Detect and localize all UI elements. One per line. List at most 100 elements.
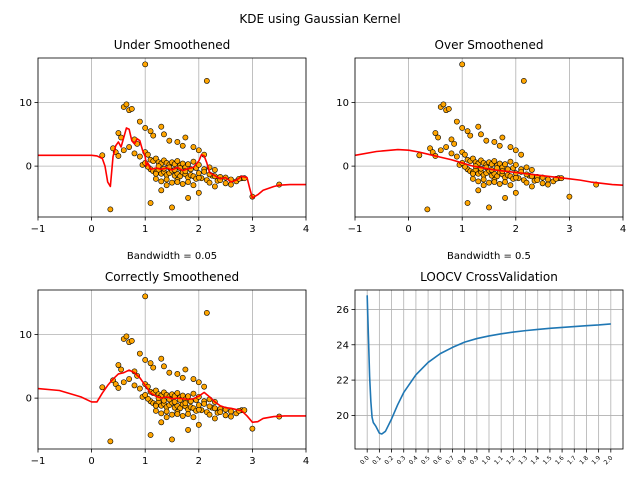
data-point bbox=[158, 419, 165, 426]
data-point bbox=[153, 407, 159, 414]
data-point bbox=[185, 411, 191, 417]
data-point bbox=[464, 200, 471, 206]
plot-area-under: −1 0 1 2 3 4 0 10 bbox=[19, 57, 309, 235]
data-point bbox=[190, 390, 197, 397]
axes-frame bbox=[37, 57, 307, 218]
data-point bbox=[502, 179, 508, 185]
data-point bbox=[142, 125, 149, 131]
data-point bbox=[539, 180, 546, 187]
data-point bbox=[432, 130, 439, 136]
data-point bbox=[470, 175, 476, 182]
x-tick-label: 2 bbox=[196, 456, 202, 467]
kde-line bbox=[355, 148, 623, 186]
data-point bbox=[453, 118, 460, 125]
x-tick-label: 1.8 bbox=[578, 454, 590, 466]
data-point bbox=[502, 195, 508, 201]
data-point bbox=[147, 432, 154, 438]
x-tick-label: 0.1 bbox=[371, 454, 383, 466]
data-point bbox=[195, 147, 202, 154]
y-tick-label: 26 bbox=[336, 305, 349, 316]
x-tick-label: 1.0 bbox=[481, 454, 493, 466]
data-point bbox=[179, 181, 186, 187]
data-point bbox=[115, 362, 122, 368]
x-tick-label: 0 bbox=[88, 224, 94, 235]
data-point bbox=[491, 158, 498, 164]
x-tick-label: 1.9 bbox=[590, 454, 602, 466]
panel-xlabel-over: Bandwidth = 0.5 bbox=[447, 251, 531, 262]
data-point bbox=[153, 175, 159, 182]
data-point bbox=[206, 403, 213, 410]
data-point bbox=[190, 414, 197, 421]
data-point bbox=[136, 385, 143, 392]
data-point bbox=[491, 139, 498, 145]
x-tick-label: 3 bbox=[249, 224, 255, 235]
data-point bbox=[195, 421, 202, 428]
data-point bbox=[185, 179, 191, 185]
axes-frame bbox=[37, 289, 307, 450]
kde-line bbox=[38, 127, 306, 199]
panel-over-smoothened: Over Smoothened Bandwidth = 0.5 −1 0 1 2 3 4 0… bbox=[336, 38, 626, 262]
data-point bbox=[166, 137, 173, 144]
x-tick-label: 0 bbox=[405, 224, 411, 235]
x-tick-label: 4 bbox=[303, 456, 309, 467]
data-point bbox=[443, 144, 450, 150]
data-point bbox=[142, 392, 149, 398]
panel-xlabel-under: Bandwidth = 0.05 bbox=[127, 251, 217, 262]
data-point bbox=[166, 369, 173, 376]
data-point bbox=[416, 152, 423, 159]
x-tick-label: 1.2 bbox=[505, 454, 517, 466]
x-tick-label: 4 bbox=[303, 224, 309, 235]
data-point bbox=[228, 408, 234, 415]
data-point bbox=[437, 147, 444, 154]
data-point bbox=[185, 195, 191, 201]
data-point bbox=[475, 123, 482, 130]
data-point bbox=[185, 427, 191, 433]
data-point bbox=[566, 193, 573, 200]
data-point bbox=[123, 101, 130, 108]
data-point bbox=[502, 161, 508, 168]
data-point bbox=[206, 179, 213, 186]
data-point bbox=[174, 371, 181, 377]
data-point bbox=[475, 187, 482, 194]
data-point bbox=[512, 161, 519, 168]
y-tick-label: 0 bbox=[343, 162, 349, 173]
panel-title-correct: Correctly Smoothened bbox=[105, 270, 239, 284]
data-point bbox=[174, 179, 181, 185]
x-tick-label: 1.6 bbox=[554, 454, 566, 466]
y-tick-label: 10 bbox=[336, 98, 349, 109]
data-point bbox=[201, 400, 208, 407]
y-tick-label: 0 bbox=[26, 162, 32, 173]
data-point bbox=[201, 383, 208, 390]
data-point bbox=[448, 150, 455, 157]
data-point bbox=[123, 333, 130, 340]
data-point bbox=[467, 132, 474, 139]
x-tick-label: 3 bbox=[566, 224, 572, 235]
data-point bbox=[195, 379, 202, 386]
data-point bbox=[470, 170, 476, 177]
data-point bbox=[211, 183, 218, 190]
data-point bbox=[185, 161, 191, 168]
data-point bbox=[128, 337, 135, 344]
x-tick-label: 1 bbox=[142, 224, 148, 235]
data-point bbox=[158, 178, 165, 185]
y-tick-label: 24 bbox=[336, 340, 349, 351]
y-tick-label: 22 bbox=[336, 376, 349, 387]
x-tick-label: 0.7 bbox=[444, 454, 456, 466]
data-point bbox=[464, 128, 471, 135]
figure-title: KDE using Gaussian Kernel bbox=[239, 12, 400, 26]
data-point bbox=[534, 177, 541, 184]
data-point bbox=[169, 436, 175, 443]
data-point bbox=[179, 142, 186, 149]
data-point bbox=[142, 293, 149, 300]
data-point bbox=[153, 170, 159, 177]
data-point bbox=[496, 142, 503, 149]
data-point bbox=[528, 183, 535, 190]
data-point bbox=[107, 438, 114, 445]
data-point bbox=[163, 414, 170, 421]
data-point bbox=[523, 164, 530, 171]
data-point bbox=[174, 139, 181, 145]
data-point bbox=[491, 179, 498, 185]
data-point bbox=[150, 132, 157, 139]
panel-title-under: Under Smoothened bbox=[114, 38, 230, 52]
